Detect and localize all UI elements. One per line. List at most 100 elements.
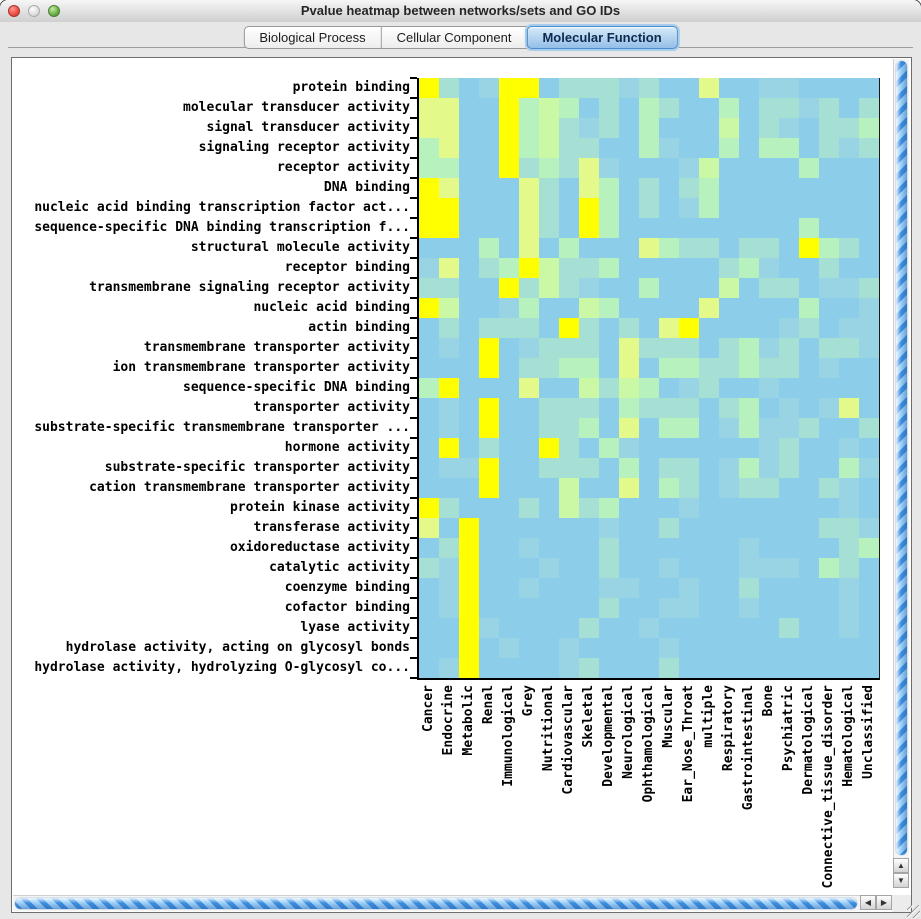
tab-bar-tabs: Biological Process Cellular Component Mole… [243, 26, 678, 49]
vertical-scrollbar-thumb[interactable] [896, 61, 907, 855]
heatmap-cell [759, 518, 779, 538]
y-axis-tick [410, 417, 417, 419]
heatmap-cell [439, 538, 459, 558]
heatmap-cell [499, 578, 519, 598]
heatmap-cell [419, 278, 439, 298]
heatmap-cell [839, 378, 859, 398]
heatmap-cell [799, 458, 819, 478]
heatmap-cell [539, 238, 559, 258]
heatmap-cell [719, 438, 739, 458]
tab-cellular-component[interactable]: Cellular Component [381, 26, 528, 49]
heatmap-cell [739, 538, 759, 558]
heatmap-cell [579, 178, 599, 198]
heatmap-cell [659, 438, 679, 458]
heatmap-cell [519, 558, 539, 578]
window-title: Pvalue heatmap between networks/sets and… [300, 3, 621, 18]
heatmap-cell [759, 638, 779, 658]
heatmap-cell [799, 118, 819, 138]
heatmap-cell [819, 138, 839, 158]
heatmap-cell [519, 178, 539, 198]
heatmap-cell [819, 558, 839, 578]
heatmap-cell [599, 218, 619, 238]
heatmap-cell [759, 378, 779, 398]
vertical-scrollbar[interactable] [893, 59, 909, 858]
heatmap-cell [779, 638, 799, 658]
heatmap-cell [559, 658, 579, 678]
heatmap-cell [839, 598, 859, 618]
heatmap-cell [619, 438, 639, 458]
heatmap-cell [719, 118, 739, 138]
column-label: Unclassified [861, 685, 876, 779]
heatmap-cell [599, 238, 619, 258]
resize-grip[interactable] [907, 905, 920, 918]
heatmap-cell [679, 198, 699, 218]
heatmap-cell [659, 318, 679, 338]
heatmap-cell [719, 318, 739, 338]
heatmap-cell [439, 398, 459, 418]
heatmap-cell [579, 158, 599, 178]
heatmap-cell [419, 638, 439, 658]
heatmap-cell [719, 618, 739, 638]
heatmap-cell [779, 98, 799, 118]
heatmap-cell [619, 358, 639, 378]
heatmap-cell [799, 318, 819, 338]
heatmap-cell [799, 598, 819, 618]
heatmap-cell [799, 438, 819, 458]
heatmap-cell [699, 538, 719, 558]
scroll-left-button[interactable]: ◀ [860, 895, 876, 910]
y-axis-tick [410, 297, 417, 299]
heatmap-cell [759, 218, 779, 238]
heatmap-cell [599, 338, 619, 358]
row-label: molecular transducer activity [183, 100, 410, 115]
scroll-up-button[interactable]: ▲ [893, 858, 909, 873]
heatmap-cell [539, 538, 559, 558]
heatmap-cell [699, 578, 719, 598]
heatmap-cell [619, 578, 639, 598]
y-axis-tick [410, 197, 417, 199]
heatmap-cell [819, 518, 839, 538]
minimize-button[interactable] [28, 5, 40, 17]
heatmap-cell [679, 138, 699, 158]
heatmap-cell [559, 438, 579, 458]
row-label: substrate-specific transporter activity [104, 460, 410, 475]
tab-molecular-function[interactable]: Molecular Function [526, 26, 678, 49]
y-axis-tick [410, 117, 417, 119]
heatmap-cell [819, 118, 839, 138]
heatmap-cell [599, 578, 619, 598]
y-axis-tick [410, 657, 417, 659]
heatmap-cell [859, 458, 879, 478]
titlebar[interactable]: Pvalue heatmap between networks/sets and… [0, 0, 921, 23]
heatmap-cell [659, 78, 679, 98]
heatmap-cell [679, 658, 699, 678]
heatmap-cell [679, 358, 699, 378]
heatmap-cell [559, 378, 579, 398]
close-button[interactable] [8, 5, 20, 17]
heatmap-cell [559, 618, 579, 638]
heatmap-cell [699, 218, 719, 238]
heatmap-cell [859, 78, 879, 98]
heatmap-cell [759, 238, 779, 258]
scroll-down-button[interactable]: ▼ [893, 873, 909, 888]
heatmap-cell [559, 158, 579, 178]
y-axis-tick [410, 177, 417, 179]
heatmap-cell [799, 198, 819, 218]
heatmap-cell [459, 458, 479, 478]
heatmap-cell [779, 538, 799, 558]
zoom-button[interactable] [48, 5, 60, 17]
row-label: catalytic activity [269, 560, 410, 575]
heatmap-cell [439, 138, 459, 158]
right-arrow-icon: ▶ [880, 898, 888, 907]
horizontal-scrollbar-thumb[interactable] [15, 898, 857, 909]
tab-biological-process[interactable]: Biological Process [243, 26, 382, 49]
heatmap-cell [659, 658, 679, 678]
heatmap-cell [639, 398, 659, 418]
heatmap-cell [559, 598, 579, 618]
horizontal-scrollbar[interactable] [13, 895, 860, 911]
heatmap-cell [739, 278, 759, 298]
heatmap-cell [459, 538, 479, 558]
heatmap-cell [639, 338, 659, 358]
heatmap-cell [739, 258, 759, 278]
heatmap-cell [599, 418, 619, 438]
heatmap-cell [579, 198, 599, 218]
scroll-right-button[interactable]: ▶ [876, 895, 892, 910]
